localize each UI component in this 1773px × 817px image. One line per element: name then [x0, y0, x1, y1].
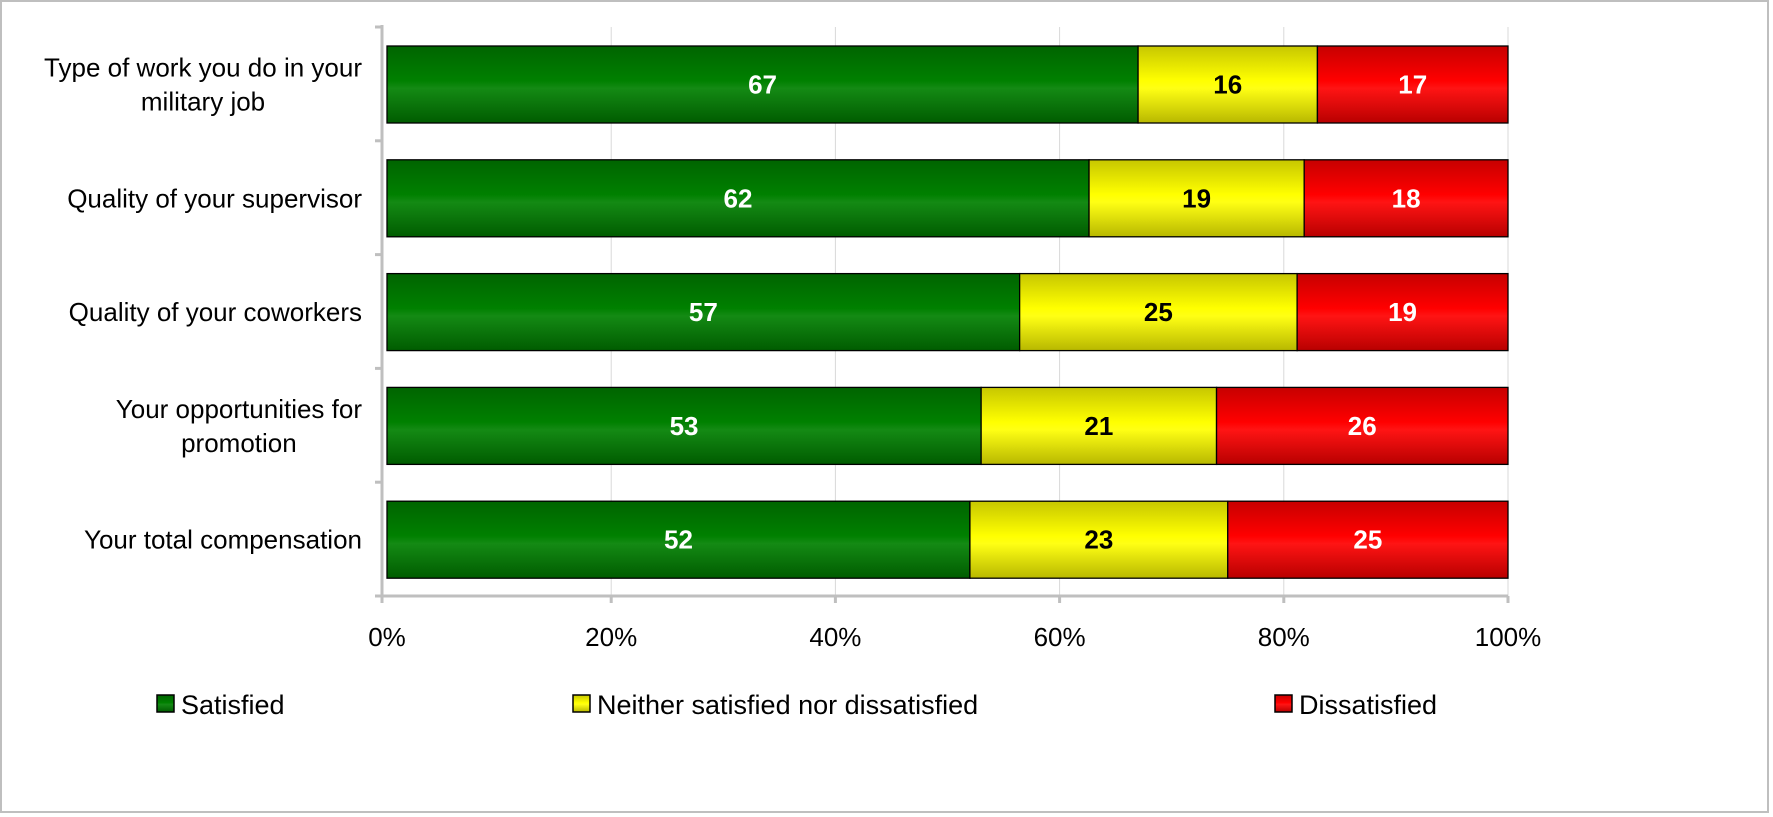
bars — [386, 45, 1509, 579]
data-label: 21 — [1084, 411, 1113, 441]
legend-swatch — [156, 694, 175, 713]
x-tick-label: 60% — [1034, 622, 1086, 652]
category-label: Your opportunities for — [116, 394, 363, 424]
bar-segment-dissatisfied-1 — [1303, 159, 1509, 238]
legend-label: Satisfied — [181, 690, 285, 720]
data-label: 25 — [1144, 297, 1173, 327]
bar-segment-dissatisfied-3 — [1215, 386, 1509, 466]
data-label: 67 — [748, 70, 777, 100]
category-label: Quality of your coworkers — [69, 297, 362, 327]
bar-segment-neither-satisfied-nor-dissatisfied-1 — [1088, 159, 1305, 238]
data-label: 52 — [664, 525, 693, 555]
labels: 67 16 17 Type of work you do in your militar… — [44, 53, 1541, 653]
legend-swatch — [572, 694, 591, 713]
category-label: Quality of your supervisor — [67, 183, 362, 213]
data-label: 53 — [670, 411, 699, 441]
x-tick-label: 20% — [585, 622, 637, 652]
category-label: Your total compensation — [84, 525, 362, 555]
legend-swatch — [1274, 694, 1293, 713]
data-label: 17 — [1398, 70, 1427, 100]
x-tick-label: 100% — [1475, 622, 1542, 652]
axes — [375, 25, 1510, 603]
bar-segment-satisfied-1 — [386, 159, 1090, 238]
legend-label: Dissatisfied — [1299, 690, 1437, 720]
data-label: 26 — [1348, 411, 1377, 441]
bar-segment-satisfied-0 — [386, 45, 1139, 124]
bar-segment-neither-satisfied-nor-dissatisfied-0 — [1137, 45, 1319, 124]
category-label: promotion — [181, 428, 297, 458]
x-tick-label: 40% — [809, 622, 861, 652]
bar-segment-neither-satisfied-nor-dissatisfied-4 — [969, 500, 1229, 579]
category-label: military job — [141, 87, 265, 117]
data-label: 25 — [1353, 525, 1382, 555]
bar-segment-dissatisfied-2 — [1296, 272, 1509, 352]
data-label: 23 — [1084, 525, 1113, 555]
legend-label: Neither satisfied nor dissatisfied — [597, 690, 978, 720]
data-label: 18 — [1392, 183, 1421, 213]
category-label: Type of work you do in your — [44, 53, 362, 83]
bar-segment-dissatisfied-0 — [1316, 45, 1509, 124]
x-tick-label: 80% — [1258, 622, 1310, 652]
data-label: 19 — [1388, 297, 1417, 327]
bar-segment-satisfied-3 — [386, 386, 982, 466]
data-label: 19 — [1182, 183, 1211, 213]
bar-segment-neither-satisfied-nor-dissatisfied-2 — [1018, 272, 1298, 352]
legend: Satisfied Neither satisfied nor dissatisf… — [156, 690, 1437, 720]
x-tick-label: 0% — [368, 622, 406, 652]
data-label: 16 — [1213, 70, 1242, 100]
bar-segment-satisfied-4 — [386, 500, 971, 579]
data-label: 57 — [689, 297, 718, 327]
bar-segment-dissatisfied-4 — [1227, 500, 1509, 579]
data-label: 62 — [724, 183, 753, 213]
